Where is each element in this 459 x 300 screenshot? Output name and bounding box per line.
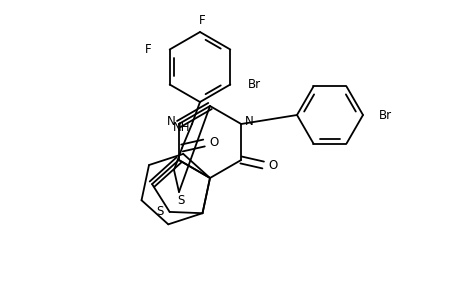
Text: N: N [244, 115, 253, 128]
Text: O: O [268, 158, 277, 172]
Text: N: N [166, 115, 175, 128]
Text: NH: NH [173, 121, 190, 134]
Text: F: F [198, 14, 205, 26]
Text: O: O [209, 136, 218, 148]
Text: Br: Br [378, 109, 391, 122]
Text: S: S [156, 206, 163, 218]
Text: F: F [145, 43, 151, 56]
Text: Br: Br [248, 78, 261, 91]
Text: S: S [177, 194, 184, 206]
